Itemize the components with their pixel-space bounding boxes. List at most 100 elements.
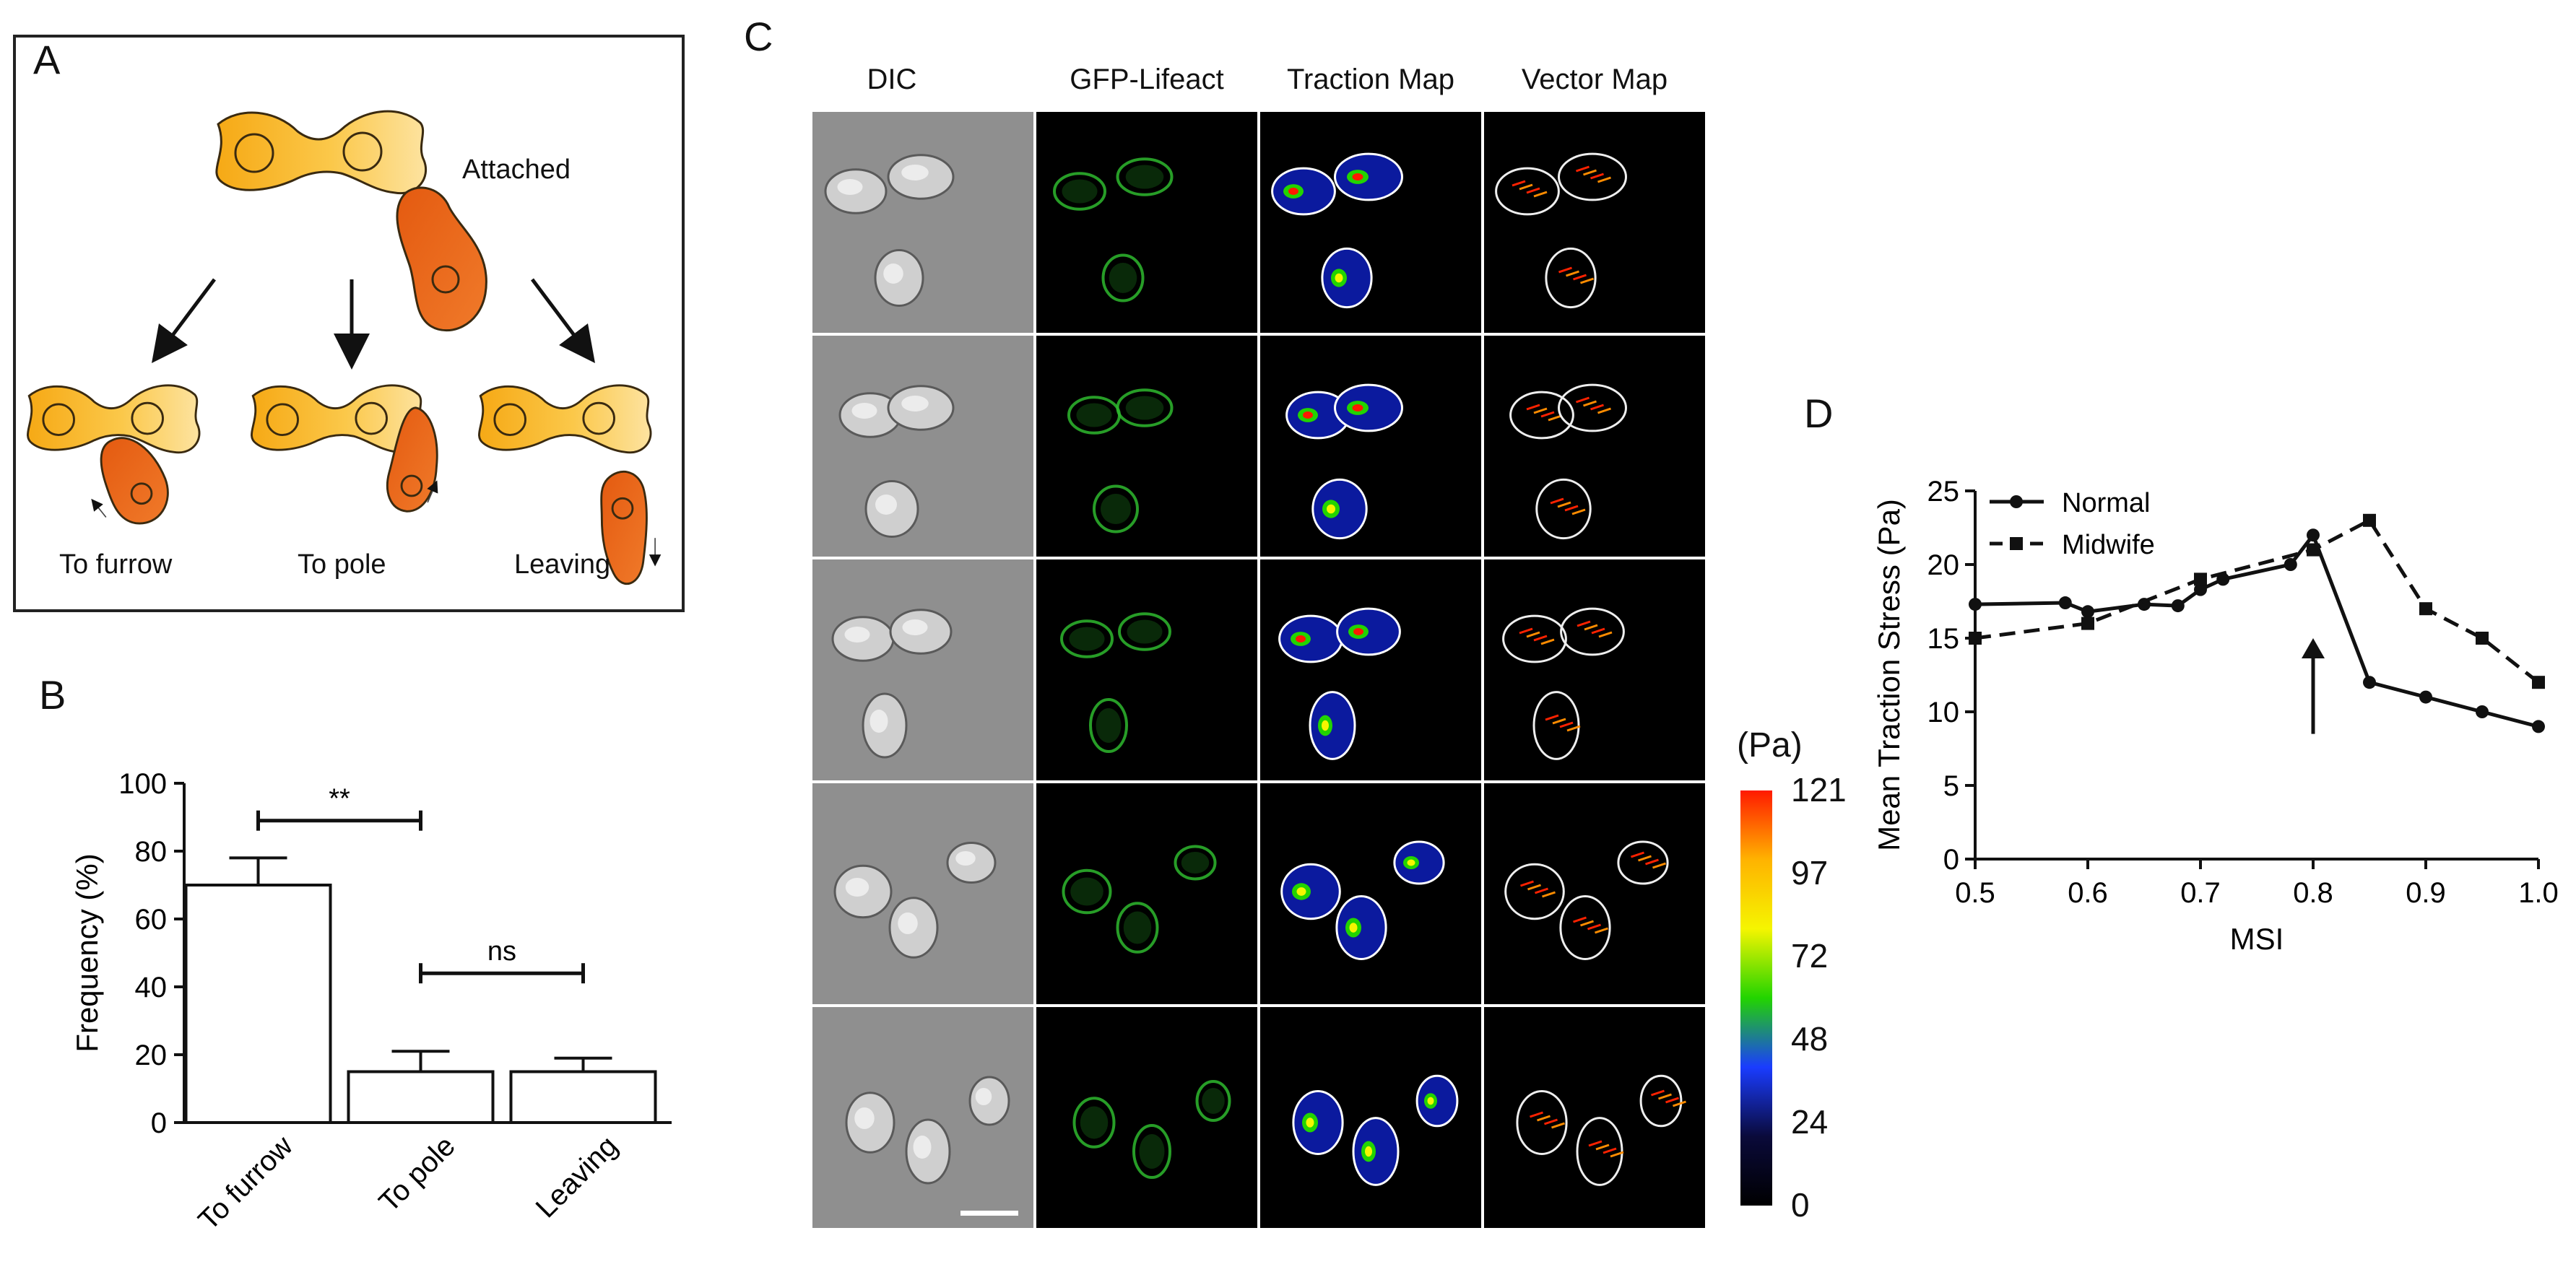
line-y-tick-label: 15 xyxy=(1927,623,1960,655)
line-chart-marks xyxy=(1969,513,2545,734)
traction-vector xyxy=(1603,1147,1617,1154)
cell-gfp xyxy=(1101,253,1145,302)
line-y-tick-label: 0 xyxy=(1943,844,1959,876)
traction-peak xyxy=(1322,720,1329,731)
cell-gfp-fill xyxy=(1125,165,1164,189)
cell-gfp-fill xyxy=(1202,1088,1225,1114)
traction-vector xyxy=(1584,624,1598,631)
cell-gfp xyxy=(1093,484,1139,533)
traction-vector xyxy=(1576,165,1590,173)
bar-y-tick-label: 20 xyxy=(135,1040,168,1071)
traction-vector xyxy=(1573,916,1587,923)
micrograph-svg xyxy=(1067,388,1174,533)
traction-vector xyxy=(1519,183,1533,191)
traction-vector xyxy=(1535,887,1548,894)
traction-peak xyxy=(1353,628,1363,635)
series-line-normal xyxy=(1974,531,2539,728)
data-point-normal xyxy=(2363,676,2376,689)
traction-vector xyxy=(1580,920,1594,927)
traction-vector xyxy=(1597,176,1611,183)
bar xyxy=(184,884,332,1124)
traction-peak xyxy=(1352,404,1363,411)
traction-peak xyxy=(1306,1118,1314,1128)
legend-label-normal: Normal xyxy=(2062,488,2150,518)
traction-vector xyxy=(1571,508,1586,515)
traction-vector xyxy=(1598,631,1613,638)
traction-vector xyxy=(1591,627,1605,635)
cell-gfp-fill xyxy=(1070,877,1103,906)
traction-peak xyxy=(1427,1097,1434,1105)
traction-vector xyxy=(1542,891,1556,898)
line-y-tick-label: 5 xyxy=(1943,770,1959,802)
cell-vector-outline xyxy=(1617,840,1669,885)
line-x-tick-label: 0.8 xyxy=(2293,877,2333,909)
colorbar-unit: (Pa) xyxy=(1737,726,1803,764)
micrograph-svg xyxy=(1509,383,1627,540)
dic-image xyxy=(812,1007,1033,1228)
cell-vector-outline xyxy=(1516,1090,1568,1155)
legend-marker xyxy=(2010,537,2023,550)
micrograph-svg xyxy=(1285,383,1403,540)
data-point-normal xyxy=(2171,599,2185,613)
data-point-normal xyxy=(1969,598,1982,611)
colorbar-tick-label: 24 xyxy=(1791,1103,1829,1141)
traction-vector xyxy=(1550,497,1564,505)
bar-category-label: Leaving xyxy=(530,1130,624,1224)
cell-vector-outline xyxy=(1576,1117,1623,1186)
bar-category-label: To pole xyxy=(373,1130,461,1218)
schematic-diagram: Attached xyxy=(27,110,662,585)
traction-peak xyxy=(1335,273,1343,283)
scale-bar xyxy=(960,1211,1018,1216)
micrograph-grid xyxy=(812,112,1712,1238)
traction-peak xyxy=(1296,887,1306,896)
traction-vector xyxy=(1631,851,1644,858)
micrograph-svg xyxy=(1280,840,1445,960)
cell-vector-outline xyxy=(1535,478,1592,540)
traction-vector xyxy=(1583,169,1597,176)
bar-y-tick-label: 0 xyxy=(151,1107,167,1139)
traction-map-image xyxy=(1260,1007,1481,1228)
cell-gfp-fill xyxy=(1101,494,1131,524)
cell-gfp-fill xyxy=(1139,1134,1165,1169)
line-x-tick-label: 0.5 xyxy=(1955,877,1995,909)
line-chart-svg: 0 5 10 15 20 25 0.5 0.6 0.7 0.8 0.9 1.0 MSI Mean Trac… xyxy=(1872,476,2559,956)
traction-vector xyxy=(1652,862,1666,869)
traction-vector xyxy=(1526,404,1540,411)
traction-vector xyxy=(1533,191,1548,198)
cell-gfp xyxy=(1132,1124,1171,1179)
cell-vector-outline xyxy=(1504,863,1565,920)
cell-vector-outline xyxy=(1545,247,1597,309)
micrograph-svg xyxy=(831,609,953,759)
micrograph-svg xyxy=(1504,840,1669,960)
traction-vector xyxy=(1595,927,1608,934)
panel-label-d: D xyxy=(1804,391,1834,436)
outcome-label-leaving: Leaving xyxy=(514,549,610,580)
traction-vector xyxy=(1552,718,1566,725)
traction-vector xyxy=(1665,1097,1679,1104)
traction-vector xyxy=(1580,277,1594,284)
cell-gfp-fill xyxy=(1123,911,1152,944)
invading-cell-top xyxy=(396,186,487,332)
traction-map-image xyxy=(1260,559,1481,780)
line-chart-axes: 0 5 10 15 20 25 0.5 0.6 0.7 0.8 0.9 1.0 MSI Mean Trac… xyxy=(1872,476,2559,956)
bar-chart-marks: ** ns xyxy=(184,784,657,1124)
traction-map-image xyxy=(1260,112,1481,333)
cell-dic-highlight xyxy=(851,403,877,419)
line-y-tick-label: 25 xyxy=(1927,476,1960,508)
colorbar-tick-label: 72 xyxy=(1791,937,1829,975)
bar xyxy=(347,1070,495,1124)
data-point-normal xyxy=(2081,605,2094,619)
colorbar-tick-label: 121 xyxy=(1791,771,1847,809)
traction-vector xyxy=(1577,620,1591,627)
cell-gfp-fill xyxy=(1109,263,1137,293)
bar-y-tick-label: 80 xyxy=(135,836,168,868)
traction-vector xyxy=(1590,173,1604,180)
cell-gfp xyxy=(1118,612,1171,651)
traction-peak xyxy=(1352,173,1363,180)
outcome-label-to-furrow: To furrow xyxy=(59,549,173,580)
micrograph-svg xyxy=(1072,1080,1231,1179)
micrograph-svg xyxy=(1062,845,1217,954)
micrograph-svg xyxy=(1516,1074,1686,1186)
dic-image xyxy=(812,112,1033,333)
schematic-panel: Attached xyxy=(13,35,685,612)
